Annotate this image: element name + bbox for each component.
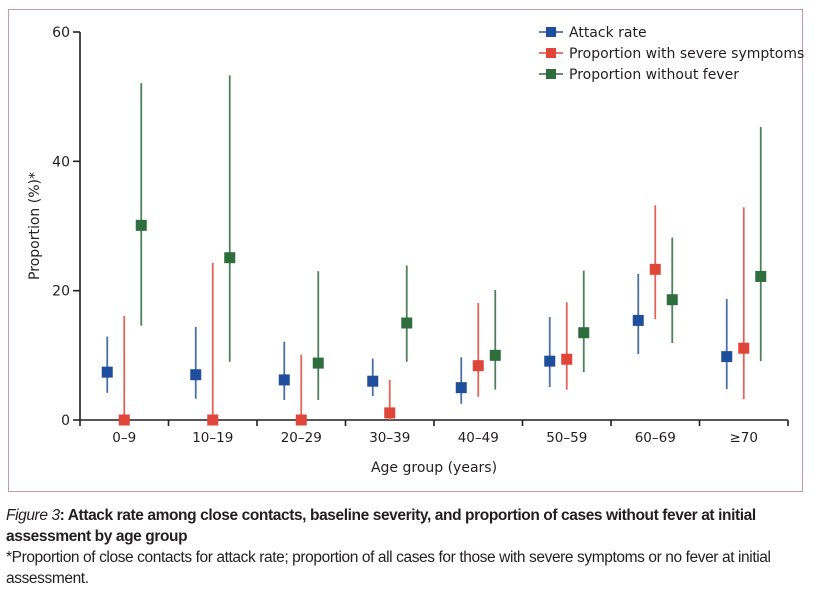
y-tick-label: 0 (61, 413, 70, 429)
y-tick-label: 40 (52, 154, 70, 170)
x-axis-label: Age group (years) (371, 460, 497, 476)
y-tick-label: 20 (52, 284, 70, 300)
proportion-without-fever-point (666, 294, 678, 306)
attack-rate-point (367, 375, 379, 387)
attack-rate-point (544, 355, 556, 367)
x-tick-label: ≥70 (730, 430, 759, 446)
proportion-without-fever-point (401, 317, 413, 329)
proportion-with-severe-symptoms-point (472, 360, 484, 372)
legend-marker-attack-rate (546, 27, 556, 37)
x-tick-label: 50–59 (546, 430, 587, 446)
proportion-with-severe-symptoms-point (207, 414, 219, 426)
proportion-without-fever-point (578, 327, 590, 339)
axes (79, 32, 788, 421)
attack-rate-point (278, 374, 290, 386)
proportion-without-fever-point (489, 349, 501, 361)
x-tick-label: 0–9 (112, 430, 136, 446)
x-tick-label: 20–29 (281, 430, 322, 446)
proportion-with-severe-symptoms-point (295, 414, 307, 426)
figure-label: Figure 3 (6, 507, 60, 524)
attack-rate-point (632, 314, 644, 326)
x-tick-label: 60–69 (635, 430, 676, 446)
legend-label-proportion-with-severe-symptoms: Proportion with severe symptoms (569, 46, 804, 62)
y-ticks: 0 20 40 60 (52, 25, 80, 429)
legend: Attack rate Proportion with severe sympto… (539, 25, 804, 83)
proportion-without-fever-point (135, 219, 147, 231)
proportion-without-fever-point (755, 270, 767, 282)
chart: 0 20 40 60 0–9 10–19 20–29 30–39 40–49 50–59 60–6… (27, 25, 804, 476)
proportion-with-severe-symptoms-point (561, 353, 573, 365)
attack-rate-point (190, 369, 202, 381)
legend-marker-proportion-with-severe-symptoms (546, 48, 556, 58)
figure-frame (8, 9, 803, 492)
caption-note: *Proportion of close contacts for attack… (6, 549, 771, 587)
caption-title: Figure 3: Attack rate among close contac… (6, 505, 818, 547)
proportion-without-fever-point (312, 357, 324, 369)
proportion-with-severe-symptoms-point (384, 407, 396, 419)
legend-label-proportion-without-fever: Proportion without fever (569, 67, 739, 83)
x-tick-label: 40–49 (458, 430, 499, 446)
legend-marker-proportion-without-fever (546, 69, 556, 79)
y-axis-label: Proportion (%)* (27, 172, 43, 280)
caption-title-text: : Attack rate among close contacts, base… (6, 507, 756, 545)
y-tick-label: 60 (52, 25, 70, 41)
proportion-with-severe-symptoms-point (649, 263, 661, 275)
proportion-with-severe-symptoms-point (118, 414, 130, 426)
legend-label-attack-rate: Attack rate (569, 25, 647, 41)
x-tick-label: 10–19 (192, 430, 233, 446)
attack-rate-point (721, 351, 733, 363)
x-ticks: 0–9 10–19 20–29 30–39 40–49 50–59 60–69 ≥70 (79, 420, 789, 446)
figure-caption: Figure 3: Attack rate among close contac… (6, 505, 818, 589)
proportion-with-severe-symptoms-point (738, 342, 750, 354)
attack-rate-point (455, 382, 467, 394)
attack-rate-point (101, 366, 113, 378)
x-tick-label: 30–39 (369, 430, 410, 446)
proportion-without-fever-point (224, 252, 236, 264)
data-marks (101, 75, 767, 426)
